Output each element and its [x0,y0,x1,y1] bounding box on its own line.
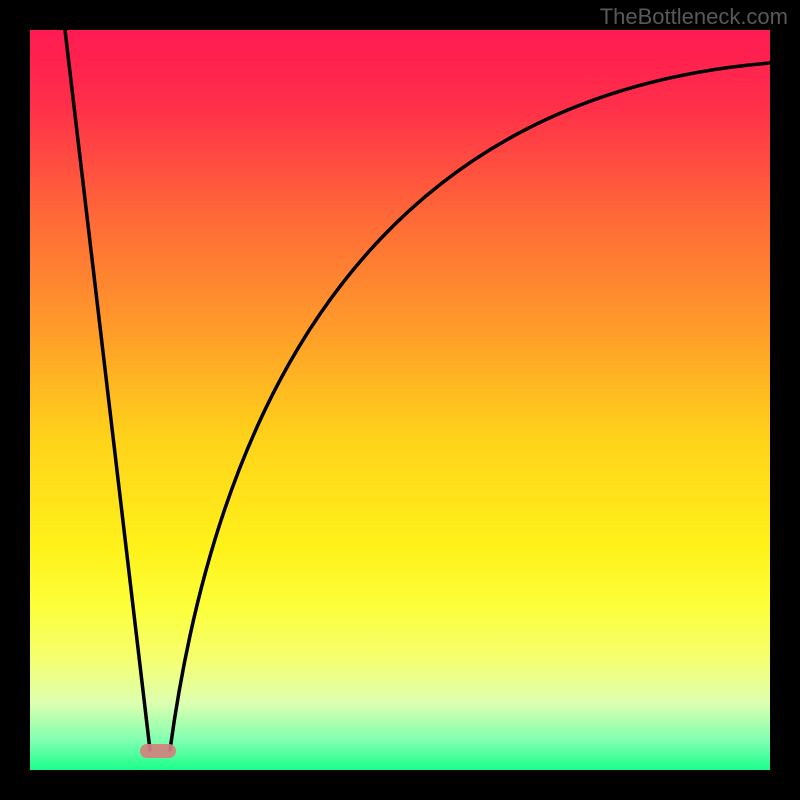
chart-container: TheBottleneck.com [0,0,800,800]
bottom-marker [140,744,176,758]
watermark-text: TheBottleneck.com [600,4,788,30]
chart-svg [0,0,800,800]
